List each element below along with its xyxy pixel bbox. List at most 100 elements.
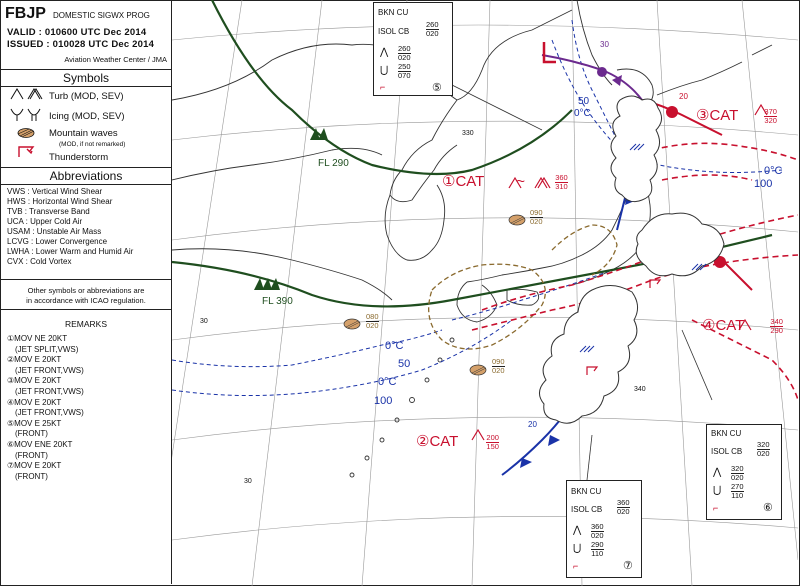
box6-cloud: BKN CU: [711, 429, 742, 438]
mw3-base: 020: [492, 366, 505, 376]
mw3-label: 090 020: [492, 358, 505, 376]
box6-turb-frac: 320 020: [731, 465, 744, 482]
freezing-0c-label-a: 0°C: [574, 108, 591, 119]
remark-item: (FRONT): [15, 429, 48, 439]
freezing-100-label-b: 100: [754, 178, 773, 190]
box6-ice-top: 270: [731, 482, 744, 492]
remark-item: ⑤MOV E 25KT: [7, 418, 62, 428]
box7-num: ⑦: [623, 560, 633, 572]
box5-cb-frac: 260 020: [426, 21, 439, 38]
box7-ice-top: 290: [591, 540, 604, 550]
cat1-base: 310: [555, 181, 568, 191]
mw2-base: 020: [366, 321, 379, 331]
box7-cb-frac: 360 020: [617, 499, 630, 516]
box5-turb-base: 020: [398, 53, 411, 62]
remark-item: ③MOV E 20KT: [7, 376, 62, 386]
cat4-top: 340: [770, 316, 783, 327]
thunderstorm-markers: [586, 279, 662, 375]
abbr-list: VWS : Vertical Wind Shear HWS : Horizont…: [7, 187, 133, 267]
mw1-label: 090 020: [530, 209, 543, 227]
box7-ts-icon: ⌐: [573, 561, 579, 571]
occluded-front: [541, 54, 643, 101]
remark-item: (JET SPLIT,VWS): [15, 344, 79, 354]
cat3-text: ③CAT: [696, 107, 739, 124]
mw2-label: 080 020: [366, 313, 379, 331]
icing-hatch-marks: [579, 143, 707, 353]
box7-cb-base: 020: [617, 507, 630, 516]
box7-turb-frac: 360 020: [591, 523, 604, 540]
freezing-50-label-c: 50: [398, 358, 411, 370]
cb-areas: [539, 95, 725, 424]
warm-front-semicircles: [666, 106, 726, 268]
box6-turb-base: 020: [731, 473, 744, 482]
cat-areas: [471, 142, 798, 401]
box5-turb-icon: ⋀: [380, 47, 389, 58]
low-pressure-marker: [542, 42, 556, 64]
lat-label-340: 340: [634, 386, 646, 393]
box6-num: ⑥: [763, 502, 773, 514]
front-speed-30: 30: [600, 40, 609, 49]
cat3-label: ③CAT 370 320: [696, 106, 777, 125]
freezing-50-label-a: 50: [578, 96, 590, 107]
freezing-0c-label-b: 0°C: [764, 165, 783, 177]
front-speed-20-b: 20: [679, 92, 688, 101]
symbol-mw-label: Mountain waves: [49, 128, 118, 139]
box6-cb-top: 320: [757, 440, 770, 450]
freezing-100-label-c: 100: [374, 395, 393, 407]
box6-cb-base: 020: [757, 449, 770, 458]
source: Aviation Weather Center / JMA: [64, 55, 167, 64]
mountain-wave-icon: [17, 128, 35, 138]
thunderstorm-icon: [18, 146, 35, 157]
jet-fl390-label: FL 390: [262, 296, 293, 307]
cat3-top: 370: [764, 106, 777, 117]
mountain-wave-areas: [428, 224, 618, 350]
cat4-label: ④CAT 340 290: [702, 316, 783, 335]
symbol-ts-label: Thunderstorm: [49, 152, 109, 163]
remark-item: ②MOV E 20KT: [7, 355, 62, 365]
remark-item: ⑥MOV ENE 20KT: [7, 439, 73, 449]
cat2-top: 200: [486, 432, 499, 443]
box7-turb-base: 020: [591, 531, 604, 540]
box5-turb-top: 260: [398, 44, 411, 54]
remark-item: ④MOV E 20KT: [7, 397, 62, 407]
cat2-text: ②CAT: [416, 433, 459, 450]
box5-cb-top: 260: [426, 20, 439, 30]
symbols-title: Symbols: [1, 69, 171, 87]
box7-cb: ISOL CB: [571, 505, 603, 514]
turbulence-icon: [10, 88, 43, 100]
box7-turb-icon: ⋀: [573, 525, 582, 536]
header: FBJP DOMESTIC SIGWX PROG: [5, 5, 169, 23]
cat4-text: ④CAT: [702, 317, 745, 334]
box6-ice-frac: 270 110: [731, 483, 744, 500]
lat-label-30-a: 30: [200, 318, 208, 325]
cat1-top: 360: [555, 172, 568, 183]
mw1-top: 090: [530, 208, 543, 219]
box6-turb-top: 320: [731, 464, 744, 474]
symbol-turb-label: Turb (MOD, SEV): [49, 91, 124, 102]
box5-ice-frac: 250 070: [398, 63, 411, 80]
map-mountain-wave-icons: [343, 214, 526, 376]
cat1-label: ①CAT ~ 360 310: [442, 172, 568, 191]
abbr-item: TVB : Transverse Band: [7, 207, 90, 216]
remark-item: (FRONT): [15, 450, 48, 460]
remarks-list: ①MOV NE 20KT (JET SPLIT,VWS) ②MOV E 20KT…: [7, 334, 84, 482]
box7-ice-base: 110: [591, 549, 604, 558]
box5-ts-icon: ⌐: [380, 82, 386, 92]
cloud-box-7: BKN CU ISOL CB 360 020 ⋀ 360 020 ⋃ 290 110 …: [566, 480, 642, 578]
abbr-item: HWS : Horizontal Wind Shear: [7, 197, 113, 206]
cloud-box-6: BKN CU ISOL CB 320 020 ⋀ 320 020 ⋃ 270 110 …: [706, 424, 782, 520]
box5-turb-frac: 260 020: [398, 45, 411, 62]
chart-code: FBJP: [5, 5, 46, 22]
box6-cb: ISOL CB: [711, 447, 743, 456]
freezing-0c-label-d: 0°C: [378, 376, 397, 388]
cat4-base: 290: [770, 325, 783, 335]
box6-turb-icon: ⋀: [713, 467, 722, 478]
abbr-item: USAM : Unstable Air Mass: [7, 227, 102, 236]
box7-ice-frac: 290 110: [591, 541, 604, 558]
abbr-item: LWHA : Lower Warm and Humid Air: [7, 247, 134, 256]
box6-ice-base: 110: [731, 491, 744, 500]
box5-ice-base: 070: [398, 71, 411, 80]
jet-wind-barbs: [254, 128, 328, 290]
legend-panel: FBJP DOMESTIC SIGWX PROG VALID : 010600 …: [1, 1, 172, 584]
note-line2: in accordance with ICAO regulation.: [26, 296, 146, 305]
